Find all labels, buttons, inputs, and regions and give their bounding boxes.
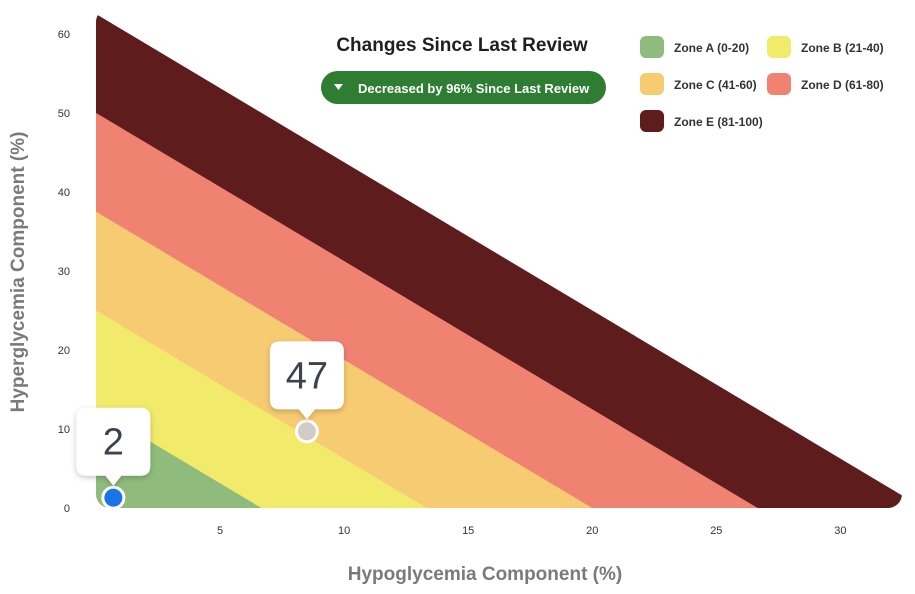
y-tick-label: 30	[58, 266, 70, 278]
y-tick-label: 50	[58, 108, 70, 120]
point-marker	[297, 422, 316, 441]
legend-swatch	[640, 110, 664, 132]
y-axis-ticks: 0 10 20 30 40 50 60	[58, 29, 70, 515]
x-axis-ticks: 5 10 15 20 25 30	[217, 525, 847, 537]
x-tick-label: 25	[710, 525, 722, 537]
x-tick-label: 10	[338, 525, 350, 537]
legend-swatch	[640, 36, 664, 58]
change-badge: Decreased by 96% Since Last Review	[321, 71, 606, 104]
legend-item: Zone B (21-40)	[767, 36, 884, 58]
x-tick-label: 15	[462, 525, 474, 537]
legend: Zone A (0-20) Zone B (21-40) Zone C (41-60…	[640, 36, 884, 132]
chart-title: Changes Since Last Review	[336, 35, 588, 56]
change-badge-text: Decreased by 96% Since Last Review	[358, 81, 590, 96]
legend-label: Zone B (21-40)	[801, 41, 884, 55]
data-point-previous: 47	[269, 341, 344, 444]
y-tick-label: 40	[58, 187, 70, 199]
zone-band-a	[96, 409, 262, 508]
legend-item: Zone D (61-80)	[767, 73, 884, 95]
y-axis-title: Hyperglycemia Component (%)	[8, 132, 29, 413]
y-tick-label: 20	[58, 345, 70, 357]
y-tick-label: 60	[58, 29, 70, 41]
legend-item: Zone C (41-60)	[640, 73, 757, 95]
x-tick-label: 5	[217, 525, 223, 537]
data-points: 47 2	[76, 341, 344, 510]
x-axis-title: Hypoglycemia Component (%)	[348, 564, 622, 585]
y-tick-label: 10	[58, 424, 70, 436]
change-badge-background	[321, 71, 606, 104]
data-label: 2	[103, 422, 124, 464]
x-tick-label: 20	[586, 525, 598, 537]
legend-item: Zone E (81-100)	[640, 110, 763, 132]
y-tick-label: 0	[64, 503, 70, 515]
legend-label: Zone A (0-20)	[674, 41, 749, 55]
data-label: 47	[286, 355, 328, 397]
point-marker	[104, 488, 123, 507]
legend-swatch	[767, 73, 791, 95]
legend-swatch	[640, 73, 664, 95]
callout-bubble	[269, 341, 344, 420]
legend-label: Zone C (41-60)	[674, 78, 757, 92]
legend-swatch	[767, 36, 791, 58]
data-point-current: 2	[76, 407, 151, 510]
zone-band-b	[96, 310, 427, 508]
callout-bubble	[76, 407, 151, 486]
legend-item: Zone A (0-20)	[640, 36, 749, 58]
legend-label: Zone E (81-100)	[674, 115, 763, 129]
legend-label: Zone D (61-80)	[801, 78, 884, 92]
caret-down-icon	[334, 84, 343, 90]
x-tick-label: 30	[834, 525, 846, 537]
